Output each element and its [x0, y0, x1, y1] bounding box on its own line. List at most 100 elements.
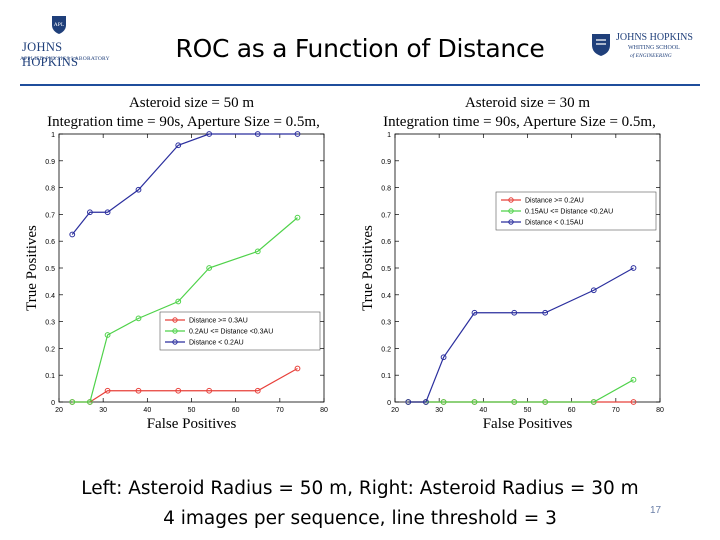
y-tick-label: 0.7: [45, 212, 55, 219]
y-tick-label: 0.2: [45, 346, 55, 353]
data-point: [69, 231, 76, 238]
apl-logo: APL JOHNS HOPKINS APPLIED PHYSICS LABORA…: [18, 14, 118, 69]
series-line-3: [408, 267, 634, 403]
y-tick-label: 0.5: [45, 266, 55, 273]
caption-line-1: Left: Asteroid Radius = 50 m, Right: Ast…: [81, 478, 639, 499]
y-tick-label: 0.3: [381, 320, 391, 327]
y-tick-label: 0.1: [45, 373, 55, 380]
data-point: [175, 142, 182, 149]
data-point: [511, 309, 518, 316]
plot-area: [58, 133, 325, 403]
series-line-1: [72, 367, 298, 403]
x-tick-label: 60: [232, 407, 240, 414]
data-point: [440, 354, 447, 361]
y-axis-label: True Positives: [24, 225, 40, 311]
chart-title: Asteroid size = 50 m: [129, 95, 254, 111]
data-point: [405, 399, 412, 405]
roc-chart-30m: Asteroid size = 30 m Integration time = 9…: [360, 95, 664, 432]
y-tick-label: 0.4: [45, 293, 55, 300]
data-point: [590, 287, 597, 294]
x-tick-label: 40: [479, 407, 487, 414]
slide-title: ROC as a Function of Distance: [175, 34, 545, 63]
y-tick-label: 0.2: [381, 346, 391, 353]
x-tick-label: 70: [276, 407, 284, 414]
chart-title: Asteroid size = 30 m: [465, 95, 590, 111]
data-point: [630, 399, 637, 405]
data-point: [471, 399, 478, 405]
data-point: [630, 265, 637, 271]
whiting-logo-line1: JOHNS HOPKINS: [616, 32, 693, 43]
legend-swatch-marker: [508, 197, 514, 203]
y-tick-label: 0.5: [381, 266, 391, 273]
jhu-shield-icon: [592, 34, 610, 56]
x-axis-label: False Positives: [483, 416, 573, 432]
x-tick-label: 30: [435, 407, 443, 414]
x-tick-label: 60: [568, 407, 576, 414]
data-point: [135, 387, 142, 394]
y-tick-label: 0.4: [381, 293, 391, 300]
series-line-2: [72, 217, 298, 403]
whiting-logo: JOHNS HOPKINS WHITING SCHOOL of ENGINEER…: [590, 28, 710, 68]
x-tick-label: 50: [188, 407, 196, 414]
data-point: [135, 186, 142, 193]
data-point: [206, 387, 213, 394]
legend-swatch-marker: [172, 339, 178, 345]
legend-entry: Distance < 0.2AU: [189, 340, 244, 347]
data-point: [294, 365, 301, 372]
legend-entry: Distance < 0.15AU: [525, 220, 584, 227]
series-line-2: [408, 379, 634, 403]
data-point: [87, 209, 93, 216]
whiting-logo-line3: of ENGINEERING: [630, 53, 672, 59]
apl-logo-line1: JOHNS HOPKINS: [22, 40, 79, 69]
x-axis-label: False Positives: [147, 416, 237, 432]
data-point: [471, 309, 478, 316]
data-point: [440, 399, 447, 405]
caption-line-2: 4 images per sequence, line threshold = …: [163, 508, 557, 529]
legend-box: [159, 311, 321, 351]
x-tick-label: 30: [99, 407, 107, 414]
legend-swatch-marker: [508, 219, 514, 225]
x-tick-label: 70: [612, 407, 620, 414]
chart-subtitle: Integration time = 90s, Aperture Size = …: [383, 114, 656, 130]
data-point: [254, 387, 261, 394]
y-tick-label: 1: [51, 132, 55, 139]
y-tick-label: 0.1: [381, 373, 391, 380]
y-tick-label: 0: [51, 400, 55, 407]
legend-entry: 0.15AU <= Distance <0.2AU: [525, 209, 613, 216]
x-tick-label: 80: [320, 407, 328, 414]
legend-swatch-marker: [172, 317, 178, 323]
data-point: [590, 399, 597, 405]
data-point: [175, 387, 182, 394]
y-tick-label: 0.3: [45, 320, 55, 327]
y-tick-label: 0.6: [381, 239, 391, 246]
data-point: [69, 399, 76, 405]
y-tick-label: 0.8: [45, 186, 55, 193]
apl-shield-icon: APL: [52, 16, 66, 34]
apl-logo-line2: APPLIED PHYSICS LABORATORY: [20, 56, 110, 62]
data-point: [104, 209, 111, 216]
data-point: [294, 214, 301, 221]
data-point: [511, 399, 518, 405]
y-tick-label: 0.8: [381, 186, 391, 193]
legend-entry: Distance >= 0.2AU: [525, 198, 584, 205]
data-point: [104, 332, 111, 338]
y-tick-label: 0: [387, 400, 391, 407]
data-point: [175, 298, 182, 305]
chart-subtitle: Integration time = 90s, Aperture Size = …: [47, 114, 320, 130]
x-tick-label: 20: [391, 407, 399, 414]
y-tick-label: 1: [387, 132, 391, 139]
data-point: [542, 399, 549, 405]
title-divider: [20, 84, 700, 86]
slide-caption: Left: Asteroid Radius = 50 m, Right: Ast…: [0, 474, 720, 534]
svg-text:APL: APL: [54, 22, 65, 28]
y-tick-label: 0.7: [381, 212, 391, 219]
x-tick-label: 50: [524, 407, 532, 414]
plot-area: [394, 133, 661, 403]
data-point: [206, 131, 213, 137]
whiting-logo-line2: WHITING SCHOOL: [628, 45, 680, 51]
page-number: 17: [650, 505, 662, 516]
data-point: [104, 387, 111, 394]
data-point: [87, 399, 93, 405]
y-tick-label: 0.6: [45, 239, 55, 246]
data-point: [542, 309, 549, 316]
